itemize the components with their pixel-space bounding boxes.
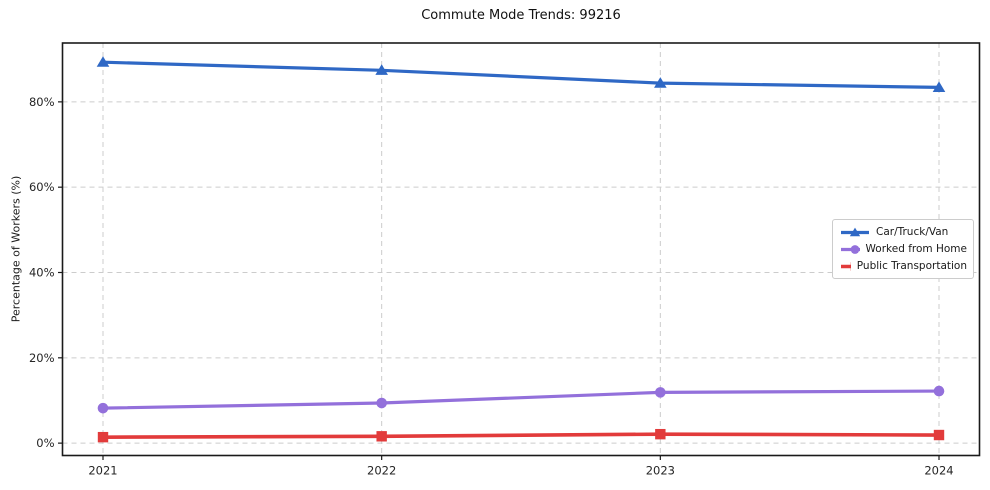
y-tick-label: 60% xyxy=(29,180,55,194)
legend-label: Car/Truck/Van xyxy=(876,226,949,238)
square-marker-icon xyxy=(933,429,945,441)
triangle-marker-icon xyxy=(849,227,861,236)
series-line xyxy=(101,389,941,410)
circle-marker-icon xyxy=(97,402,109,414)
legend-item: Car/Truck/Van xyxy=(840,225,967,239)
plot-border xyxy=(61,42,981,457)
y-tick-label: 40% xyxy=(29,265,55,279)
triangle-marker-icon xyxy=(654,77,667,88)
legend-item: Worked from Home xyxy=(840,242,967,256)
x-tick-label: 2022 xyxy=(367,464,396,478)
triangle-marker-icon xyxy=(375,64,388,75)
series-line xyxy=(101,60,941,89)
legend-label: Worked from Home xyxy=(865,243,967,255)
y-tick-label: 80% xyxy=(29,95,55,109)
x-tick-label: 2024 xyxy=(924,464,953,478)
series-worked-from-home xyxy=(97,385,945,414)
legend-item: Public Transportation xyxy=(840,259,967,273)
series-car-truck-van xyxy=(96,56,946,92)
triangle-marker-icon xyxy=(932,81,946,92)
square-marker-icon xyxy=(376,431,387,442)
circle-marker-icon xyxy=(655,387,666,398)
series-public-transportation xyxy=(97,428,945,443)
x-tick-label: 2023 xyxy=(646,464,675,478)
x-tick-label: 2021 xyxy=(88,464,117,478)
square-marker-icon xyxy=(97,431,109,443)
y-tick-label: 0% xyxy=(36,436,54,450)
legend-triangle-swatch-icon xyxy=(841,227,869,236)
series-line xyxy=(101,432,941,439)
legend-square-swatch-icon xyxy=(841,261,851,271)
legend-circle-swatch-icon xyxy=(841,244,860,254)
legend-label: Public Transportation xyxy=(856,260,967,272)
y-tick-label: 20% xyxy=(29,351,55,365)
triangle-marker-icon xyxy=(96,56,110,67)
circle-marker-icon xyxy=(850,244,860,254)
chart-title: Commute Mode Trends: 99216 xyxy=(421,8,621,23)
square-marker-icon xyxy=(655,428,666,440)
circle-marker-icon xyxy=(376,397,387,409)
circle-marker-icon xyxy=(933,385,945,397)
legend: Car/Truck/Van Worked from Home Public Tran… xyxy=(832,219,974,279)
